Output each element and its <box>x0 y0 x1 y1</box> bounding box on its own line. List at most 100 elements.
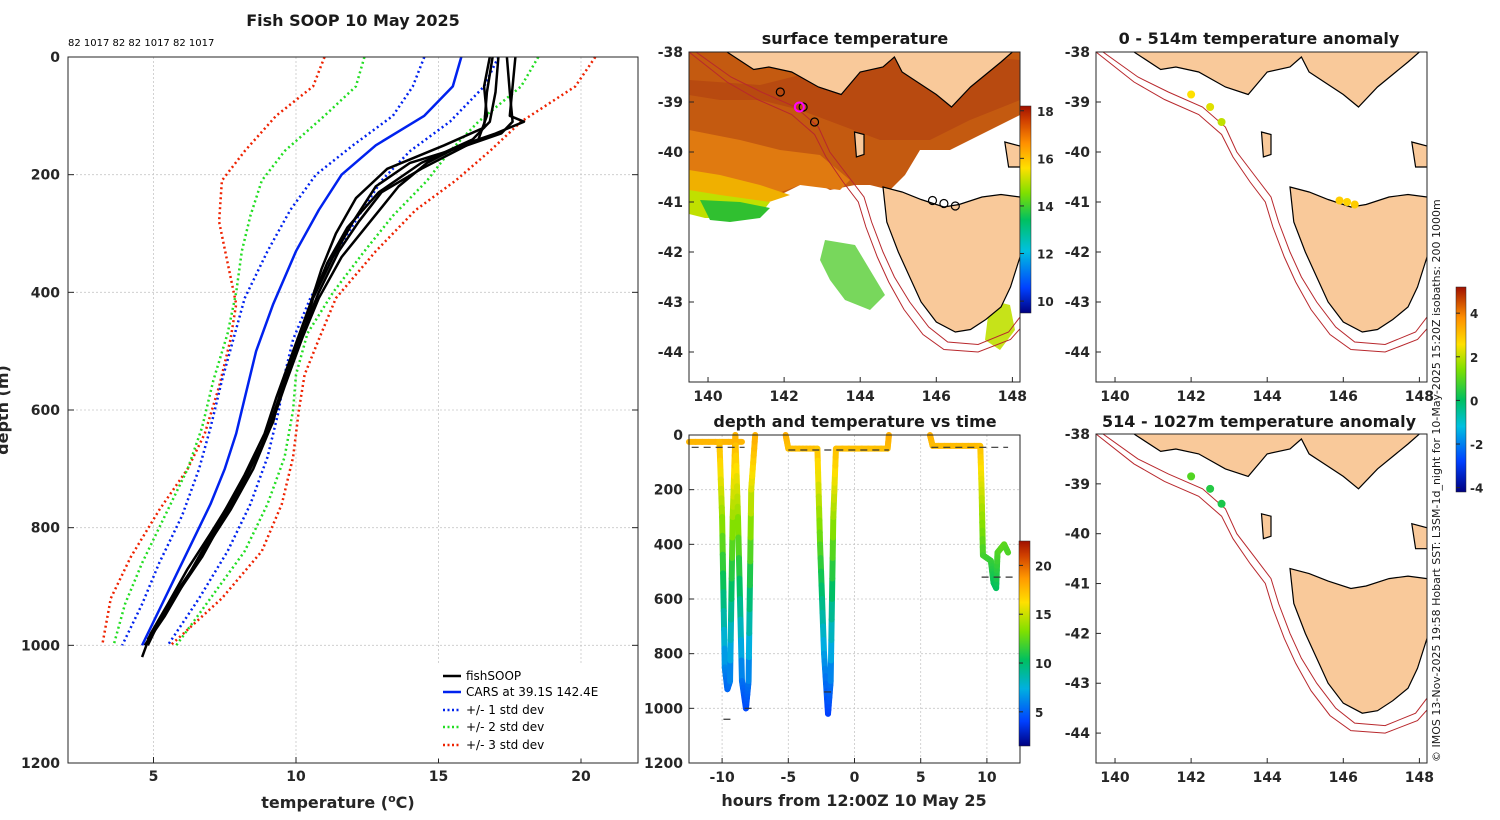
series--2-std-dev-lower- <box>112 56 366 646</box>
time-panel-title: depth and temperature vs time <box>713 412 996 431</box>
anom1-ytick-label--44: -44 <box>1065 345 1091 361</box>
anom1-xtick-label-148: 148 <box>1405 389 1434 405</box>
anomaly-lower-axes-box <box>1095 433 1428 764</box>
time-ytick-label-600: 600 <box>654 592 683 608</box>
anom1-ytick-label--38: -38 <box>1065 45 1090 61</box>
anom2-ytick-label--43: -43 <box>1065 676 1090 692</box>
sst-station-highlight <box>793 101 805 113</box>
profile-ytick-label-0: 0 <box>50 50 60 66</box>
anomaly-upper-title: 0 - 514m temperature anomaly <box>1119 29 1400 48</box>
legend-label-std1: +/- 1 std dev <box>466 703 544 717</box>
sst-map-title: surface temperature <box>762 29 949 48</box>
anom2-point-1 <box>1206 484 1215 493</box>
profile-ytick-label-600: 600 <box>31 403 60 419</box>
anom2-xtick-label-148: 148 <box>1405 770 1434 786</box>
sst-cb-tick-label-10: 10 <box>1037 295 1054 309</box>
sst-ytick-label--40: -40 <box>658 145 684 161</box>
time-ytick-label-800: 800 <box>654 647 683 663</box>
profile-ylabel: depth (m) <box>0 365 12 455</box>
anom1-point-1 <box>1206 103 1215 111</box>
sst-station-4 <box>939 198 949 209</box>
anom2-ytick-label--44: -44 <box>1065 726 1091 742</box>
anom2-ytick-label--38: -38 <box>1065 427 1090 443</box>
sst-stations <box>775 87 960 211</box>
time-ytick-label-400: 400 <box>654 537 683 553</box>
legend-label-fishsoop: fishSOOP <box>466 669 521 683</box>
time-colorbar-ticks: 20 15 10 5 <box>1019 559 1052 720</box>
sst-xtick-label-140: 140 <box>693 389 722 405</box>
series-cars-at-39-1s-142-4e <box>140 56 463 646</box>
time-xtick-label--10: -10 <box>709 770 735 786</box>
anom-cb-tick-label--4: -4 <box>1470 482 1483 496</box>
sst-cb-tick-label-16: 16 <box>1037 152 1054 166</box>
sst-ytick-label--38: -38 <box>658 45 683 61</box>
sst-station-3 <box>927 195 938 206</box>
time-cb-tick-label-5: 5 <box>1035 706 1043 720</box>
sst-field-green <box>700 200 770 222</box>
profile-legend: fishSOOP CARS at 39.1S 142.4E +/- 1 std … <box>435 663 637 759</box>
profile-xtick-label-5: 5 <box>149 769 159 785</box>
credit-text: © IMOS 13-Nov-2025 19:58 Hobart SST: L3S… <box>1430 199 1443 762</box>
anomaly-map-lower-panel: 514 - 1027m temperature anomaly 140 142 14… <box>1065 286 1483 786</box>
profile-title: Fish SOOP 10 May 2025 <box>246 11 460 30</box>
anom1-isobath-200 <box>1102 52 1427 346</box>
legend-label-std3: +/- 3 std dev <box>466 738 544 752</box>
series--1-std-dev-lower- <box>121 56 426 646</box>
time-xtick-label--5: -5 <box>781 770 797 786</box>
anom2-land-kingIsland <box>1260 513 1272 540</box>
profile-grid <box>68 56 638 764</box>
time-colorbar <box>1018 540 1031 747</box>
time-ytick-label-1200: 1200 <box>644 756 683 772</box>
time-cb-tick-label-10: 10 <box>1035 657 1052 671</box>
series-fishsoop-profile-e <box>146 56 526 641</box>
anom1-ytick-label--40: -40 <box>1065 145 1091 161</box>
sst-station-2 <box>809 117 820 127</box>
time-cb-tick-label-15: 15 <box>1035 608 1052 622</box>
sst-isobath-200 <box>695 52 1020 346</box>
anom-cb-tick-label-2: 2 <box>1470 351 1478 365</box>
sst-land-tasmania <box>882 186 1020 333</box>
anom-cb-tick-label--2: -2 <box>1470 438 1483 452</box>
profile-xtick-label-15: 15 <box>429 769 448 785</box>
time-ytick-label-0: 0 <box>673 428 683 444</box>
sst-land-flinders <box>1004 141 1020 168</box>
legend-box <box>435 663 637 759</box>
profile-xtick-label-10: 10 <box>286 769 306 785</box>
anom1-ytick-label--41: -41 <box>1065 195 1090 211</box>
time-ticks: -10 -5 0 5 10 0 200 400 600 800 1000 1200 <box>644 428 997 786</box>
sst-station-5 <box>950 201 960 211</box>
anom2-ytick-label--41: -41 <box>1065 577 1090 593</box>
anom2-xtick-label-144: 144 <box>1253 770 1282 786</box>
anom1-land-kingIsland <box>1260 131 1272 158</box>
sst-map-ticks: 140 142 144 146 148 -38 -39 -40 -41 -42 -43 -44 <box>658 45 1027 405</box>
time-xtick-label-0: 0 <box>850 770 860 786</box>
profile-top-labels: 82 1017 82 82 1017 82 1017 <box>68 38 214 49</box>
anom1-xtick-label-146: 146 <box>1329 389 1358 405</box>
anom2-ytick-label--40: -40 <box>1065 527 1091 543</box>
anom1-point-2 <box>1217 118 1226 126</box>
sst-land-victoria <box>725 52 1014 108</box>
anom1-isobath-1000 <box>1096 52 1427 353</box>
time-xtick-label-5: 5 <box>916 770 926 786</box>
anom1-xtick-label-140: 140 <box>1100 389 1129 405</box>
anom1-xtick-label-144: 144 <box>1253 389 1282 405</box>
time-xlabel: hours from 12:00Z 10 May 25 <box>721 791 986 810</box>
anom2-ytick-label--39: -39 <box>1065 477 1090 493</box>
anomaly-upper-content <box>1096 52 1427 382</box>
anom2-point-2 <box>1217 499 1226 508</box>
sst-cb-tick-label-12: 12 <box>1037 248 1054 262</box>
profile-ytick-label-800: 800 <box>31 521 60 537</box>
sst-ytick-label--42: -42 <box>658 245 683 261</box>
anom2-isobath-1000 <box>1096 434 1427 734</box>
anomaly-lower-points <box>1187 472 1226 508</box>
time-series <box>686 432 1014 720</box>
anom1-ytick-label--39: -39 <box>1065 95 1090 111</box>
series--1-std-dev-upper- <box>166 56 500 646</box>
anom2-land-tasmania <box>1289 567 1427 714</box>
anom2-xtick-label-146: 146 <box>1329 770 1358 786</box>
anom2-xtick-label-140: 140 <box>1100 770 1129 786</box>
anomaly-lower-ticks: 140 142 144 146 148 -38 -39 -40 -41 -42 -43 -44 <box>1065 427 1434 786</box>
sst-xtick-label-142: 142 <box>769 389 798 405</box>
